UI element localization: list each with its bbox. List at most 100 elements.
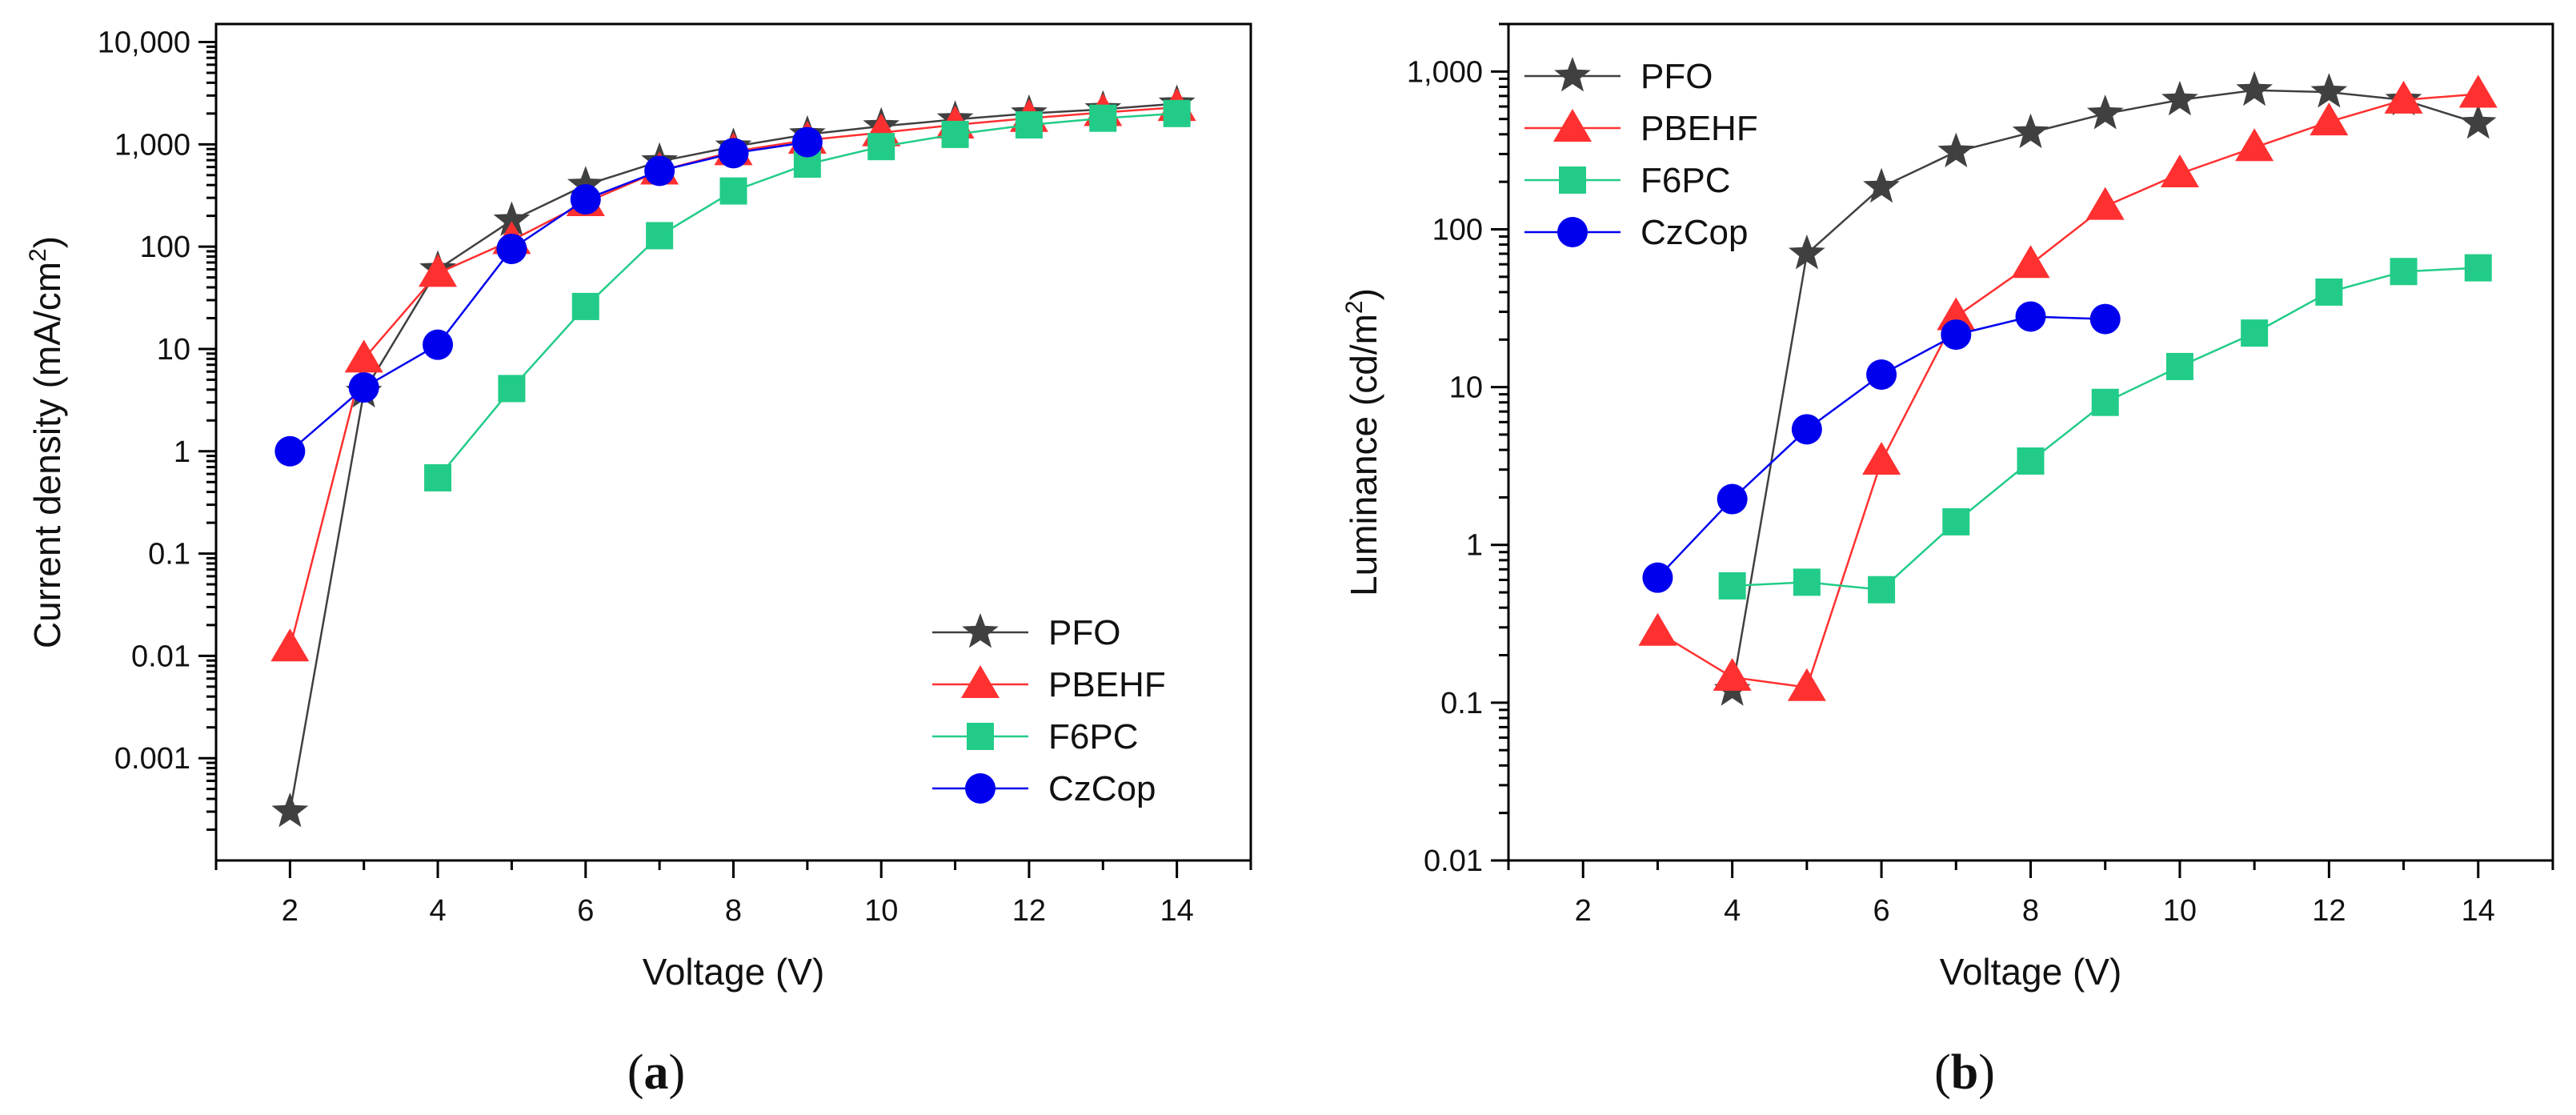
panel-b-point-pfo — [2012, 113, 2049, 149]
panel-a-x-tick-label: 4 — [430, 894, 447, 928]
panel-a-point-f6pc — [571, 292, 599, 320]
panel-a-legend-item-pfo: PFO — [932, 613, 1120, 652]
panel-a-x-axis-title: Voltage (V) — [643, 951, 825, 993]
panel-a-y-tick-label: 0.01 — [131, 640, 190, 673]
panel-a-legend-item-f6pc: F6PC — [932, 717, 1138, 756]
panel-a-point-f6pc — [1089, 104, 1117, 132]
panel-b-point-czcop — [1866, 359, 1897, 390]
panel-b-series-czcop — [1642, 301, 2121, 593]
panel-b-x-tick-label: 6 — [1873, 894, 1890, 928]
panel-a-legend-marker-czcop — [965, 773, 996, 804]
panel-a-series-czcop — [274, 126, 823, 467]
panel-b-series-pbehf — [1638, 74, 2498, 701]
panel-b-point-f6pc — [1793, 568, 1821, 596]
panel-a-point-f6pc — [646, 222, 674, 250]
panel-a-point-f6pc — [941, 120, 969, 148]
panel-b-y-tick-label: 1 — [1466, 529, 1483, 563]
panel-b-y-tick-label: 0.01 — [1424, 844, 1483, 878]
panel-b-point-pfo — [2161, 80, 2198, 116]
panel-b-series-f6pc — [1718, 254, 2492, 604]
panel-b-point-f6pc — [2017, 447, 2045, 475]
panel-b-legend-item-pbehf: PBEHF — [1524, 109, 1758, 148]
panel-b-point-f6pc — [2165, 352, 2193, 380]
panel-a-point-pfo — [271, 792, 309, 828]
panel-b-point-czcop — [1791, 414, 1822, 445]
panel-b-point-f6pc — [2315, 278, 2343, 306]
panel-b-point-czcop — [1717, 483, 1748, 515]
panel-b-point-czcop — [2089, 303, 2121, 335]
panel-a-y-tick-label: 0.001 — [114, 742, 190, 776]
panel-a-point-f6pc — [867, 133, 895, 161]
panel-a-y-axis-title: Current density (mA/cm2) — [25, 236, 68, 648]
panel-b-x-tick-label: 10 — [2163, 894, 2197, 928]
panel-b-point-pfo — [1789, 235, 1825, 270]
panel-a-x-tick-label: 14 — [1160, 894, 1194, 928]
panel-b-point-f6pc — [1942, 507, 1970, 535]
panel-b-x-tick-label: 14 — [2462, 894, 2495, 928]
panel-b-legend-item-czcop: CzCop — [1524, 213, 1749, 252]
panel-b-point-pbehf — [1937, 297, 1976, 331]
panel-a-point-czcop — [791, 126, 823, 158]
panel-a-legend-label-czcop: CzCop — [1048, 769, 1156, 808]
panel-b-point-pbehf — [1862, 441, 1901, 475]
panel-a-legend-marker-pfo — [962, 613, 999, 648]
panel-a-point-czcop — [423, 329, 454, 360]
panel-b-y-tick-label: 0.1 — [1440, 687, 1483, 720]
panel-b-point-pbehf — [2384, 80, 2423, 114]
panel-b-legend: PFO PBEHF F6PC CzCop — [1524, 57, 1758, 252]
panel-b-point-pbehf — [2235, 128, 2274, 162]
panel-a-series-f6pc — [424, 99, 1191, 491]
panel-b-point-pbehf — [1713, 658, 1752, 692]
panel-a-legend-label-f6pc: F6PC — [1048, 717, 1138, 756]
panel-b-legend-marker-pfo — [1554, 57, 1591, 92]
panel-a-series-line-pfo — [289, 102, 1177, 812]
panel-b-point-f6pc — [2241, 319, 2269, 347]
panel-b-legend-marker-pbehf — [1553, 109, 1592, 142]
panel-a-point-f6pc — [1015, 110, 1043, 138]
panel-b-x-axis-title: Voltage (V) — [1940, 951, 2122, 993]
panel-b-point-czcop — [1941, 319, 1972, 351]
panel-b-legend-item-pfo: PFO — [1524, 57, 1713, 96]
panel-a-x-tick-label: 6 — [577, 894, 594, 928]
panel-b-point-pfo — [2086, 94, 2124, 130]
panel-b-point-pfo — [2460, 104, 2497, 139]
panel-b-x-tick-label: 12 — [2312, 894, 2346, 928]
panel-b-y-axis-title-main: Luminance (cd/m — [1343, 314, 1384, 596]
panel-a-legend-item-czcop: CzCop — [932, 769, 1156, 808]
panel-a-y-tick-label: 0.1 — [148, 538, 190, 572]
panel-a-x-tick-label: 8 — [725, 894, 742, 928]
panel-a-y-tick-label: 10,000 — [98, 26, 190, 60]
panel-b-y-axis-title: Luminance (cd/m2) — [1341, 288, 1384, 596]
panel-b-y-tick-label: 10 — [1449, 371, 1483, 405]
panel-b-legend-label-f6pc: F6PC — [1641, 161, 1730, 200]
panel-b-point-pbehf — [1638, 612, 1677, 646]
panel-a-point-czcop — [348, 372, 379, 403]
panel-b-point-pbehf — [2085, 187, 2125, 220]
panel-a-point-pfo — [567, 166, 604, 201]
panel-a-point-pbehf — [344, 339, 383, 373]
panel-b-legend-label-czcop: CzCop — [1641, 213, 1749, 252]
panel-b-point-pfo — [1863, 167, 1900, 203]
panel-b-point-pfo — [1937, 132, 1975, 167]
panel-b-y-axis-title-sup: 2 — [1341, 300, 1368, 314]
panel-b-point-f6pc — [1718, 572, 1746, 600]
panel-a-x-tick-label: 10 — [864, 894, 898, 928]
panel-a-point-f6pc — [719, 177, 747, 205]
panel-b-point-pbehf — [2160, 154, 2199, 188]
panel-a-legend-marker-pbehf — [961, 665, 1000, 698]
panel-b-series-line-pbehf — [1657, 93, 2478, 689]
panel-a-point-f6pc — [498, 375, 526, 403]
panel-a-legend: PFO PBEHF F6PC CzCop — [932, 613, 1166, 808]
panel-b-point-pfo — [2236, 70, 2273, 106]
panel-b-point-pbehf — [1787, 668, 1826, 701]
panel-b-x-tick-label: 2 — [1575, 894, 1592, 928]
panel-a-point-czcop — [570, 184, 601, 215]
panel-b-point-f6pc — [2091, 388, 2119, 416]
panel-a-point-f6pc — [1163, 99, 1191, 127]
panel-b-y-tick-label: 100 — [1432, 213, 1483, 247]
panel-a-y-axis-title-main: Current density (mA/cm — [26, 262, 68, 648]
panel-b-x-tick-label: 4 — [1724, 894, 1741, 928]
panel-a-legend-marker-f6pc — [967, 723, 994, 750]
panel-b-point-f6pc — [1868, 576, 1896, 604]
